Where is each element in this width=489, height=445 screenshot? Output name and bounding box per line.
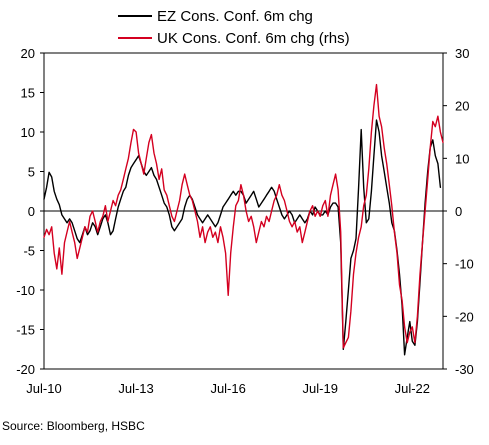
x-tick-label: Jul-22 [395, 381, 430, 396]
y-right-tick-label: -30 [455, 362, 474, 377]
y-right-tick-label: -10 [455, 257, 474, 272]
legend: EZ Cons. Conf. 6m chg UK Cons. Conf. 6m c… [118, 8, 350, 47]
x-tick-label: Jul-16 [210, 381, 245, 396]
y-left-tick-label: 15 [21, 86, 35, 101]
x-tick-label: Jul-19 [303, 381, 338, 396]
legend-label: EZ Cons. Conf. 6m chg [157, 8, 313, 25]
y-left-tick-label: 20 [21, 46, 35, 61]
y-right-tick-label: -20 [455, 309, 474, 324]
y-left-tick-label: 10 [21, 125, 35, 140]
x-tick-label: Jul-13 [118, 381, 153, 396]
legend-label: UK Cons. Conf. 6m chg (rhs) [157, 30, 350, 47]
y-left-tick-label: -10 [16, 283, 35, 298]
y-right-tick-label: 10 [455, 151, 469, 166]
y-right-tick-label: 0 [455, 204, 462, 219]
source-layer: Source: Bloomberg, HSBC [2, 419, 145, 433]
y-right-tick-label: 20 [455, 99, 469, 114]
y-left-tick-label: -15 [16, 323, 35, 338]
y-left-tick-label: -5 [23, 244, 35, 259]
y-left-tick-label: 5 [28, 165, 35, 180]
source-note: Source: Bloomberg, HSBC [2, 419, 145, 433]
y-left-tick-label: -20 [16, 362, 35, 377]
uk-series-line [43, 83, 444, 349]
y-right-tick-label: 30 [455, 46, 469, 61]
ez-series-line [43, 119, 442, 356]
x-tick-label: Jul-10 [26, 381, 61, 396]
y-left-tick-label: 0 [28, 204, 35, 219]
axes-layer: -20 -15 -10 -5 0 5 10 15 20 -30 -20 -10 0 10 20 30 Jul-1… [16, 46, 474, 396]
series-layer [43, 83, 444, 356]
